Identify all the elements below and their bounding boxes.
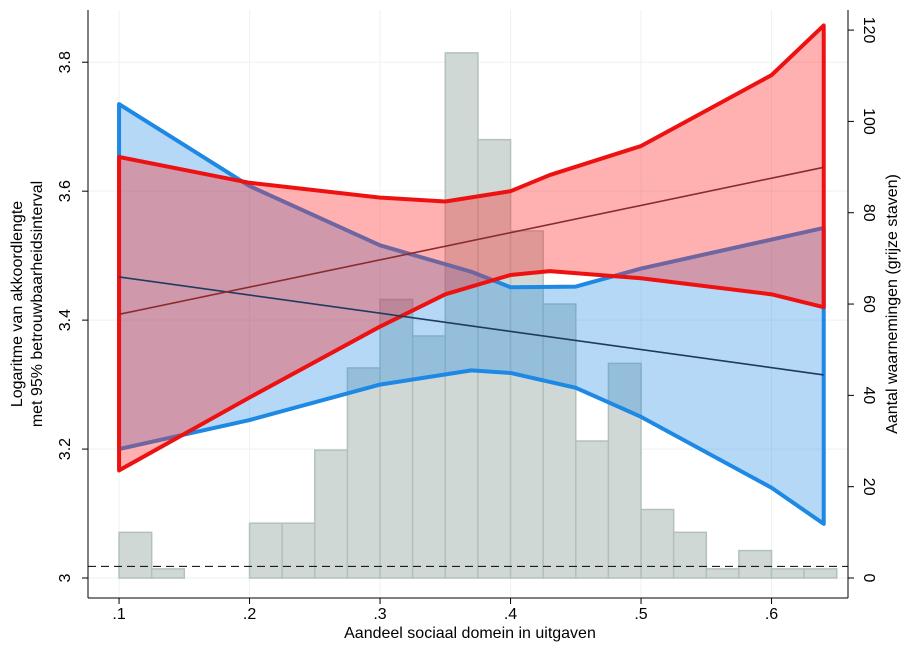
histogram-bar	[346, 367, 381, 579]
y2-tick-label: 60	[860, 295, 877, 313]
histogram-bar	[672, 531, 708, 579]
y2-tick-label: 100	[860, 108, 877, 135]
histogram-bar	[314, 449, 349, 579]
histogram-bar	[118, 531, 153, 579]
histogram-bar	[705, 568, 740, 579]
histogram-bar	[477, 138, 512, 579]
x-tick-label: .4	[504, 606, 517, 623]
histogram-bar	[607, 362, 642, 579]
histogram-bar	[150, 568, 186, 579]
y-tick-label: 3.8	[57, 51, 74, 73]
y-tick-label: 3.4	[57, 309, 74, 331]
y2-tick-label: 0	[860, 574, 877, 583]
confidence-band	[117, 23, 826, 473]
x-tick-label: .3	[373, 606, 386, 623]
x-tick-label: .2	[243, 606, 256, 623]
y2-tick-label: 40	[860, 386, 877, 404]
histogram-bar	[248, 522, 283, 579]
fit-line	[118, 166, 824, 316]
y2-tick-label: 120	[860, 17, 877, 44]
y-axis-label: Logaritme van akkoordlengte	[9, 201, 26, 407]
y-tick-label: 3.2	[57, 438, 74, 460]
y-tick-label: 3	[57, 573, 74, 582]
confidence-band	[117, 102, 826, 526]
y2-axis-label: Aantal waarnemingen (grijze staven)	[884, 174, 901, 434]
y-axis-label: met 95% betrouwbaarheidsinterval	[29, 181, 46, 427]
x-tick-label: .6	[765, 606, 778, 623]
histogram-bar	[509, 230, 544, 579]
histogram-bar	[444, 52, 479, 579]
histogram-bar	[770, 568, 805, 579]
y2-tick-label: 80	[860, 204, 877, 222]
histogram-bar	[575, 440, 610, 579]
y2-tick-label: 20	[860, 478, 877, 496]
histogram-bar	[542, 303, 577, 579]
x-tick-label: .5	[634, 606, 647, 623]
histogram-bar	[803, 568, 838, 579]
fit-line	[118, 276, 824, 376]
histogram-bar	[281, 522, 316, 579]
y-tick-label: 3.6	[57, 180, 74, 202]
x-axis-label: Aandeel sociaal domein in uitgaven	[344, 625, 596, 642]
x-tick-label: .1	[112, 606, 125, 623]
histogram-bar	[640, 508, 675, 579]
histogram-bar	[738, 549, 773, 579]
